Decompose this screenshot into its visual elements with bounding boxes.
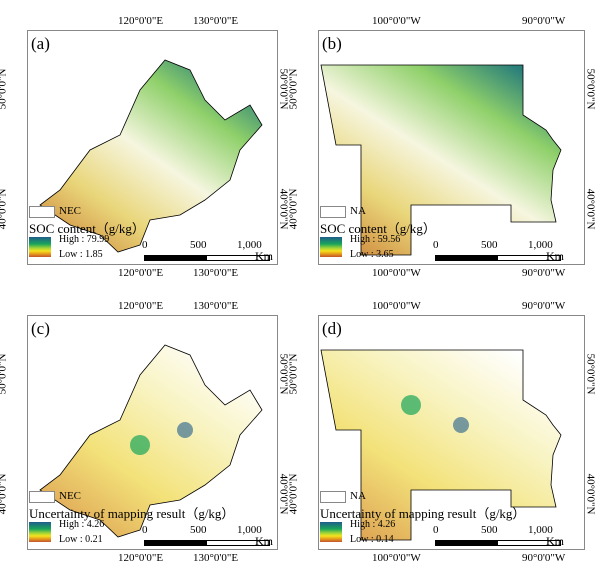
map-frame bbox=[318, 315, 585, 550]
lat-label-left-top: 50°0'0"N bbox=[0, 353, 9, 395]
lat-label-right-top: 50°0'0"N bbox=[584, 353, 597, 395]
lon-label-top-right: 130°0'0"E bbox=[193, 15, 239, 27]
map-region bbox=[320, 349, 562, 541]
lon-label-top-left: 100°0'0"W bbox=[372, 300, 421, 312]
color-ramp bbox=[29, 237, 51, 257]
lat-label-left-top: 50°0'0"N bbox=[287, 353, 300, 395]
lat-label-left-bottom: 40°0'0"N bbox=[287, 473, 300, 515]
scale-1000: 1,000 bbox=[237, 524, 262, 536]
lat-label-left-top: 50°0'0"N bbox=[0, 68, 9, 110]
scale-unit: Km bbox=[255, 249, 273, 263]
scale-500: 500 bbox=[190, 524, 207, 536]
lon-label-top-left: 120°0'0"E bbox=[118, 300, 164, 312]
map-panel: (a) 120°0'0"E 130°0'0"E 120°0'0"E 130°0'… bbox=[0, 15, 290, 285]
region-legend-label: NEC bbox=[59, 205, 81, 217]
scale-bar bbox=[144, 255, 270, 261]
lon-label-top-right: 90°0'0"W bbox=[522, 300, 566, 312]
map-region bbox=[39, 59, 263, 253]
map-region bbox=[39, 344, 263, 538]
scale-0: 0 bbox=[433, 524, 439, 536]
map-frame bbox=[27, 315, 278, 550]
lon-label-bottom-left: 100°0'0"W bbox=[372, 552, 421, 564]
lon-label-top-right: 90°0'0"W bbox=[522, 15, 566, 27]
map-region bbox=[320, 64, 562, 256]
lat-label-left-bottom: 40°0'0"N bbox=[287, 188, 300, 230]
lon-label-bottom-left: 100°0'0"W bbox=[372, 267, 421, 279]
lat-label-right-bottom: 40°0'0"N bbox=[584, 188, 597, 230]
legend-high: High : 79.99 bbox=[59, 234, 110, 245]
region-legend-swatch bbox=[29, 491, 55, 503]
panel-label: (a) bbox=[31, 34, 50, 53]
lon-label-top-left: 100°0'0"W bbox=[372, 15, 421, 27]
legend-high: High : 4.26 bbox=[350, 519, 396, 530]
scale-unit: Km bbox=[546, 249, 564, 263]
scale-bar bbox=[144, 540, 270, 546]
legend-low: Low : 0.14 bbox=[350, 534, 394, 545]
color-ramp bbox=[320, 237, 342, 257]
map-panel: (b) 100°0'0"W 90°0'0"W 100°0'0"W 90°0'0"… bbox=[287, 15, 596, 285]
legend-title: Uncertainty of mapping result（g/kg） bbox=[29, 506, 235, 521]
scale-1000: 1,000 bbox=[237, 239, 262, 251]
scale-0: 0 bbox=[142, 524, 148, 536]
legend-low: Low : 0.21 bbox=[59, 534, 103, 545]
region-boundary bbox=[320, 64, 562, 256]
legend-title: SOC content（g/kg） bbox=[320, 221, 436, 236]
scale-unit: Km bbox=[255, 534, 273, 548]
panel-label: (d) bbox=[322, 319, 342, 338]
panel-label: (c) bbox=[31, 319, 50, 338]
lat-label-right-bottom: 40°0'0"N bbox=[584, 473, 597, 515]
color-ramp bbox=[29, 522, 51, 542]
region-legend-label: NEC bbox=[59, 490, 81, 502]
region-boundary bbox=[39, 59, 263, 253]
region-legend-swatch bbox=[320, 206, 346, 218]
scale-bar bbox=[435, 255, 561, 261]
scale-1000: 1,000 bbox=[528, 524, 553, 536]
legend-high: High : 4.26 bbox=[59, 519, 105, 530]
region-legend-swatch bbox=[29, 206, 55, 218]
scale-500: 500 bbox=[190, 239, 207, 251]
map-frame bbox=[318, 30, 585, 265]
region-boundary bbox=[39, 344, 263, 538]
map-panel: (c) 120°0'0"E 130°0'0"E 120°0'0"E 130°0'… bbox=[0, 300, 290, 570]
map-panel: (d) 100°0'0"W 90°0'0"W 100°0'0"W 90°0'0"… bbox=[287, 300, 596, 570]
scale-0: 0 bbox=[142, 239, 148, 251]
color-ramp bbox=[320, 522, 342, 542]
legend-title: SOC content（g/kg） bbox=[29, 221, 145, 236]
legend-title: Uncertainty of mapping result（g/kg） bbox=[320, 506, 526, 521]
scale-unit: Km bbox=[546, 534, 564, 548]
legend-low: Low : 3.65 bbox=[350, 249, 394, 260]
lon-label-bottom-right: 130°0'0"E bbox=[193, 552, 239, 564]
scale-bar bbox=[435, 540, 561, 546]
lon-label-bottom-left: 120°0'0"E bbox=[118, 552, 164, 564]
scale-500: 500 bbox=[481, 239, 498, 251]
lon-label-bottom-left: 120°0'0"E bbox=[118, 267, 164, 279]
scale-0: 0 bbox=[433, 239, 439, 251]
legend-low: Low : 1.85 bbox=[59, 249, 103, 260]
lon-label-bottom-right: 90°0'0"W bbox=[522, 267, 566, 279]
lat-label-left-bottom: 40°0'0"N bbox=[0, 473, 9, 515]
region-boundary bbox=[320, 349, 562, 541]
lat-label-left-bottom: 40°0'0"N bbox=[0, 188, 9, 230]
lon-label-bottom-right: 90°0'0"W bbox=[522, 552, 566, 564]
map-frame bbox=[27, 30, 278, 265]
lat-label-right-top: 50°0'0"N bbox=[584, 68, 597, 110]
region-legend-swatch bbox=[320, 491, 346, 503]
lon-label-bottom-right: 130°0'0"E bbox=[193, 267, 239, 279]
panel-label: (b) bbox=[322, 34, 342, 53]
legend-high: High : 59.56 bbox=[350, 234, 401, 245]
scale-1000: 1,000 bbox=[528, 239, 553, 251]
lat-label-left-top: 50°0'0"N bbox=[287, 68, 300, 110]
region-legend-label: NA bbox=[350, 490, 366, 502]
lon-label-top-left: 120°0'0"E bbox=[118, 15, 164, 27]
lon-label-top-right: 130°0'0"E bbox=[193, 300, 239, 312]
scale-500: 500 bbox=[481, 524, 498, 536]
region-legend-label: NA bbox=[350, 205, 366, 217]
